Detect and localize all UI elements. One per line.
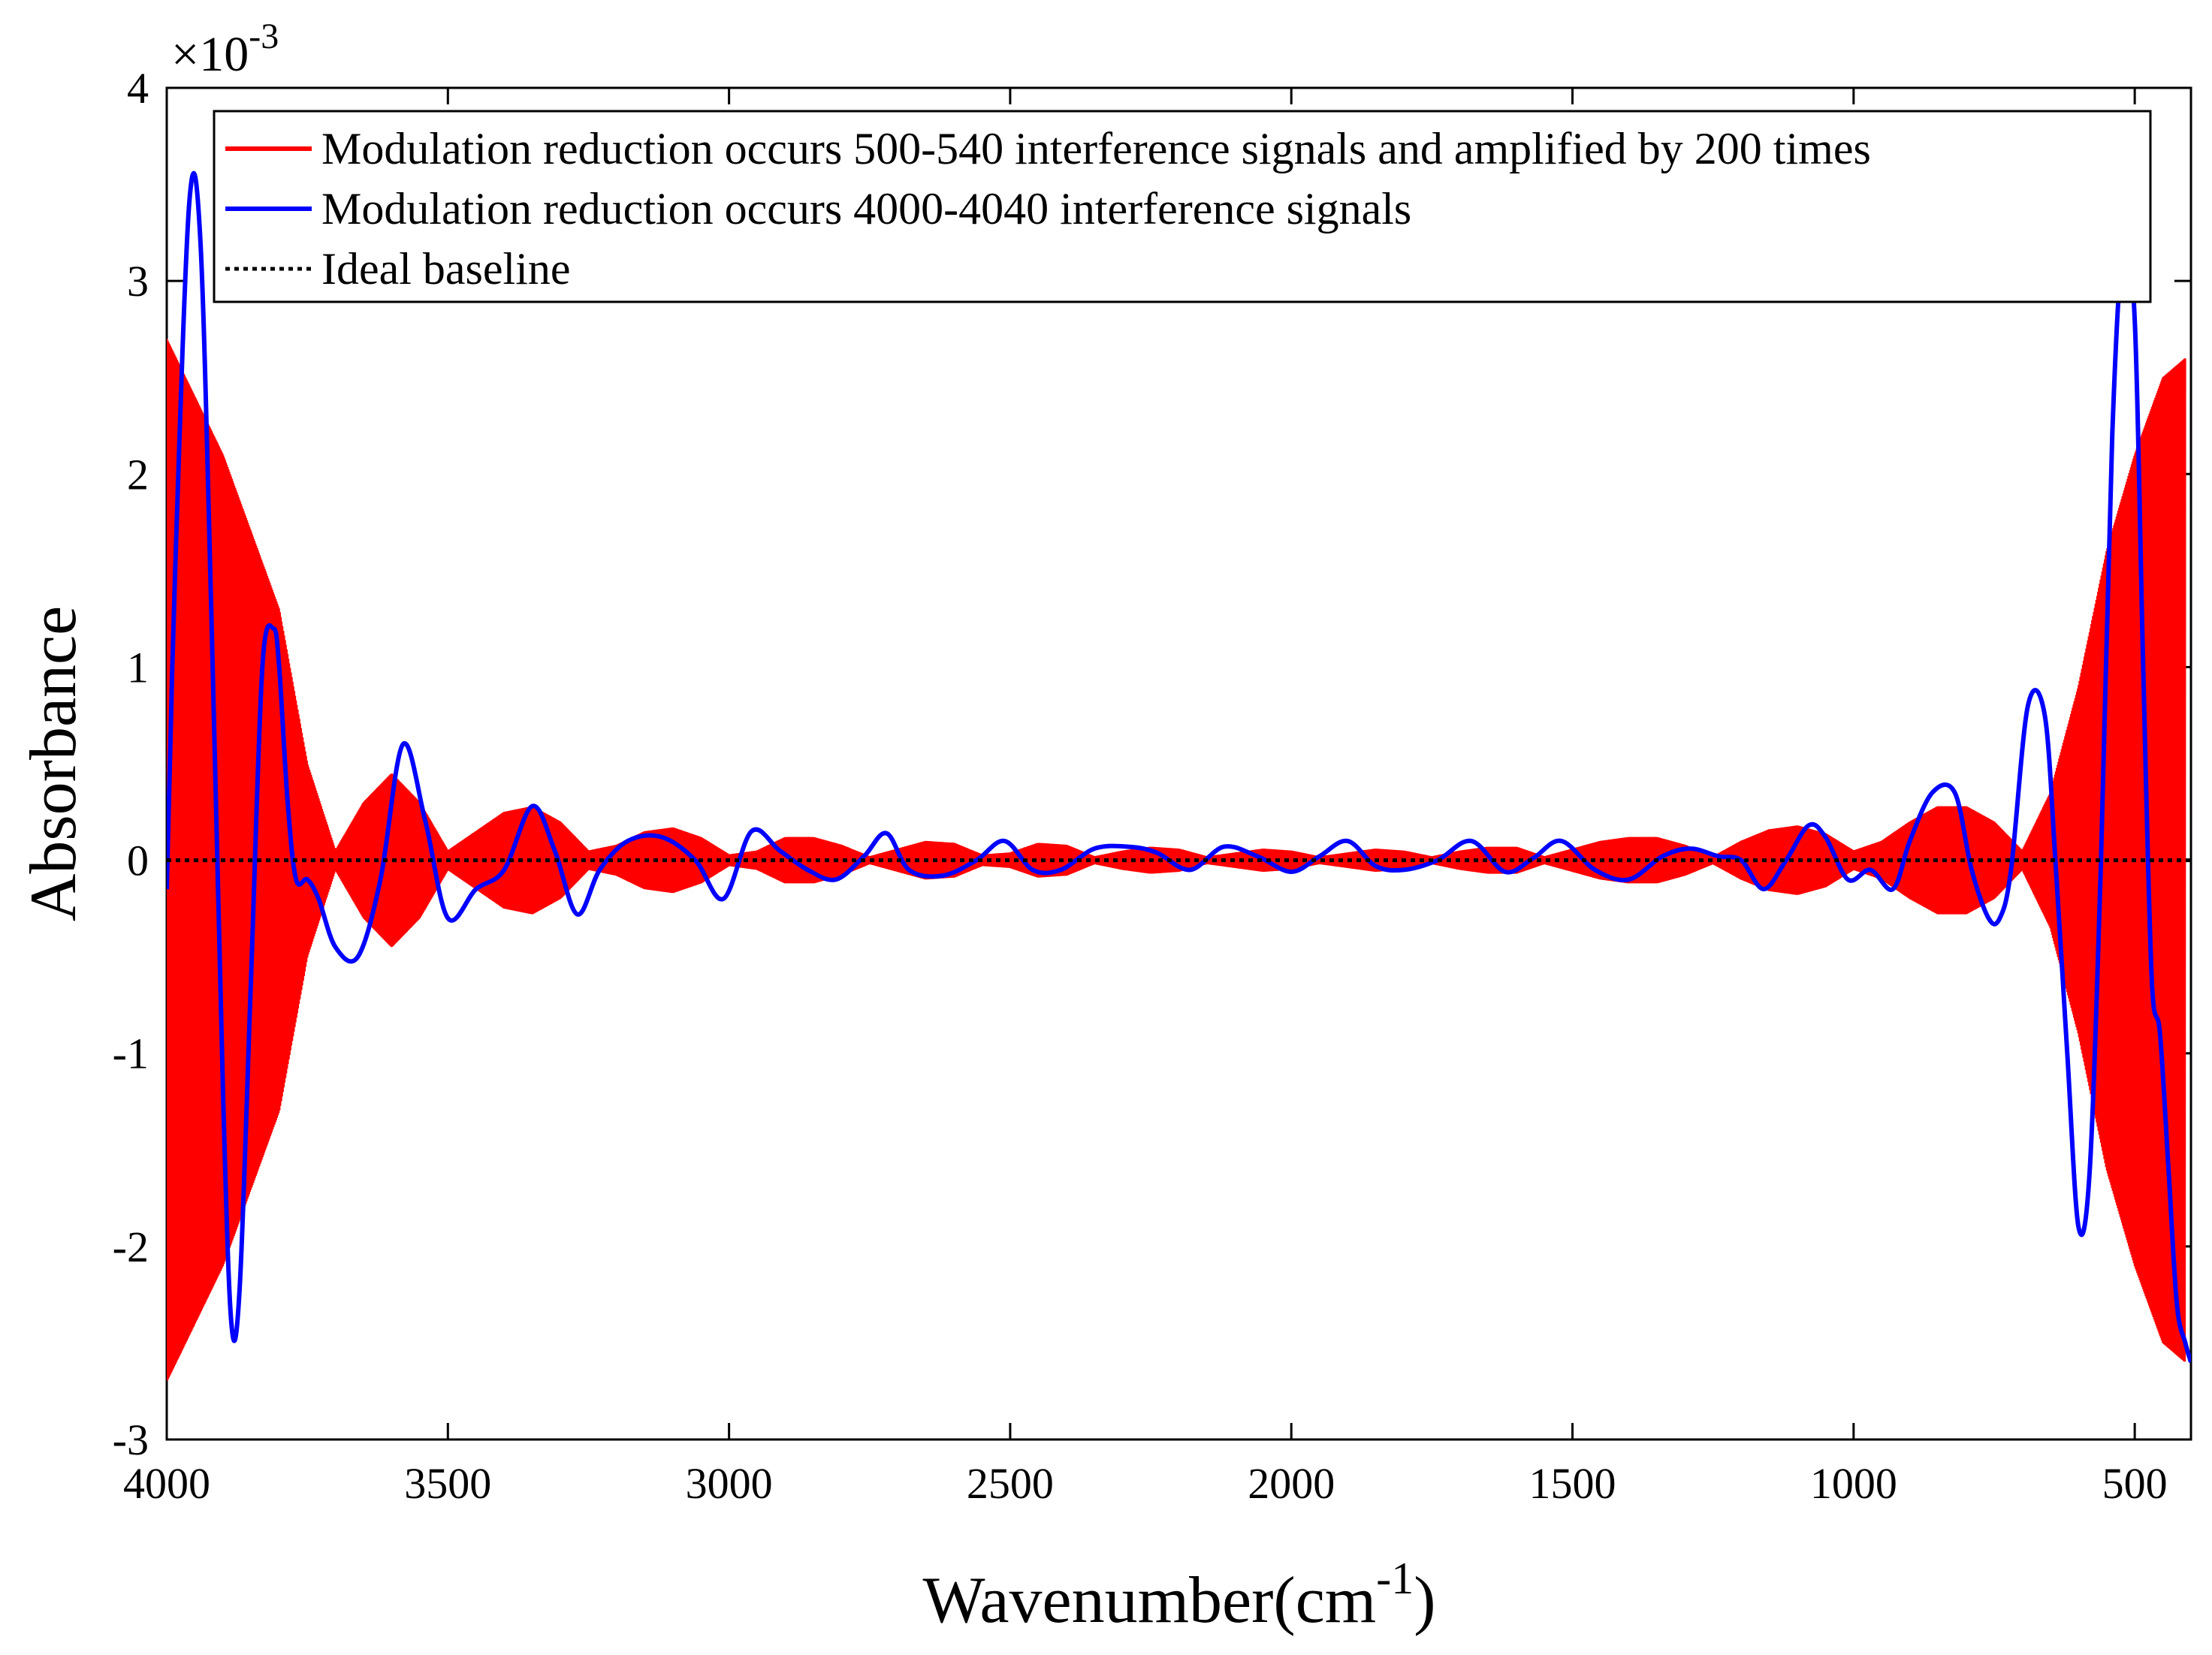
y-tick-label: -1 <box>113 1029 149 1078</box>
y-tick-label: 2 <box>127 450 149 499</box>
series-modulation-4000-4040 <box>167 170 2191 1363</box>
y-tick-label: -3 <box>113 1415 149 1464</box>
series-modulation-500-540 <box>167 339 2186 1381</box>
y-tick-label: -2 <box>113 1222 149 1271</box>
x-tick-label: 2000 <box>1248 1459 1335 1508</box>
y-tick-label: 1 <box>127 643 149 692</box>
x-tick-label: 500 <box>2102 1459 2168 1508</box>
y-tick-label: 4 <box>127 64 149 113</box>
x-tick-label: 3000 <box>686 1459 773 1508</box>
y-axis-title: Absorbance <box>17 606 90 921</box>
y-multiplier: ×10-3 <box>171 17 279 82</box>
x-tick-label: 1000 <box>1810 1459 1897 1508</box>
series-layer <box>167 170 2191 1381</box>
legend-label-red: Modulation reduction occurs 500-540 inte… <box>321 124 1871 173</box>
x-tick-label: 3500 <box>404 1459 491 1508</box>
plot-area <box>165 86 2192 1441</box>
legend-label-blue: Modulation reduction occurs 4000-4040 in… <box>321 184 1411 234</box>
legend-label-baseline: Ideal baseline <box>321 244 571 294</box>
x-axis-ticks: 4000 3500 3000 2500 2000 1500 1000 500 <box>123 88 2168 1508</box>
legend: Modulation reduction occurs 500-540 inte… <box>213 110 2152 303</box>
x-axis-title: Wavenumber(cm-1) <box>922 1554 1435 1637</box>
x-tick-label: 2500 <box>967 1459 1054 1508</box>
x-tick-label: 4000 <box>123 1459 210 1508</box>
y-tick-label: 3 <box>127 257 149 306</box>
x-tick-label: 1500 <box>1529 1459 1616 1508</box>
y-tick-label: 0 <box>127 837 149 885</box>
legend-box <box>213 110 2152 303</box>
